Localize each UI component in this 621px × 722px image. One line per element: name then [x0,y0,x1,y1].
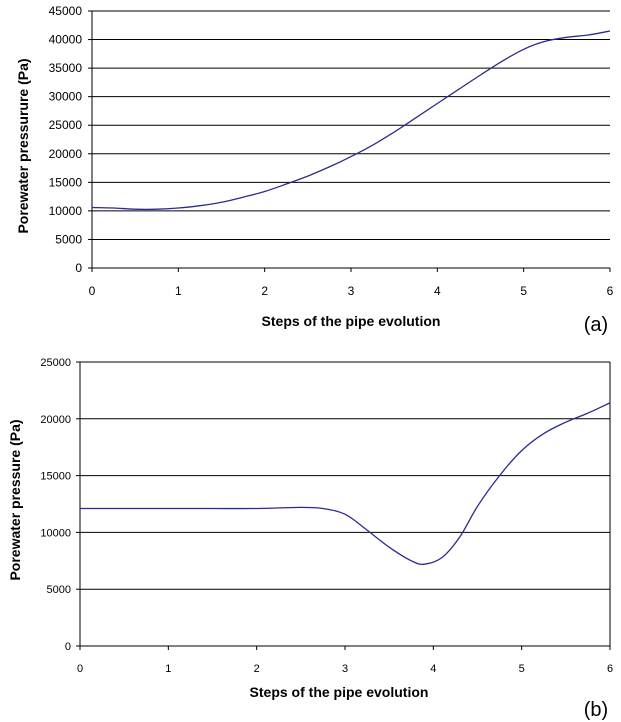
x-tick-label: 3 [348,284,355,298]
chart-panel-b: 0 5000 10000 15000 20000 25000 0 1 2 3 4 5 6 Steps of… [7,357,613,721]
y-tick-label: 10000 [40,527,71,539]
series-line [79,402,611,565]
panel-label: (b) [584,699,608,721]
panel-label: (a) [584,314,608,336]
y-tick-label: 5000 [55,232,82,246]
y-tick-label: 5000 [47,584,71,596]
y-tick-label: 45000 [49,4,83,18]
x-tick-label: 5 [519,663,525,675]
y-tick-label: 0 [75,261,82,275]
y-tick-label: 25000 [49,118,83,132]
x-axis-title: Steps of the pipe evolution [262,313,441,329]
x-tick-label: 4 [430,663,436,675]
x-tick-label: 1 [175,284,182,298]
x-tick-label: 0 [89,284,96,298]
y-tick-label: 25000 [40,357,71,369]
y-tick-label: 20000 [49,147,83,161]
x-axis-title: Steps of the pipe evolution [250,684,429,700]
y-tick-label: 15000 [40,471,71,483]
x-tick-label: 5 [520,284,527,298]
chart-panel-a: 0 5000 10000 15000 20000 25000 30000 35000 40000… [15,4,614,336]
y-tick-label: 15000 [49,175,83,189]
y-tick-label: 30000 [49,90,83,104]
x-tick-label: 4 [434,284,441,298]
x-tick-label: 0 [77,663,83,675]
y-tick-label: 20000 [40,414,71,426]
x-tick-label: 2 [254,663,260,675]
x-tick-label: 2 [261,284,268,298]
y-axis-title: Porewater pressurure (Pa) [15,58,31,233]
series-line [91,30,611,210]
x-tick-label: 3 [342,663,348,675]
x-tick-label: 1 [165,663,171,675]
y-tick-label: 0 [65,641,71,653]
y-tick-label: 10000 [49,204,83,218]
x-tick-label: 6 [607,663,613,675]
y-tick-label: 40000 [49,33,83,47]
y-axis-title: Porewater pressure (Pa) [7,419,23,580]
x-tick-label: 6 [607,284,614,298]
y-tick-label: 35000 [49,61,83,75]
